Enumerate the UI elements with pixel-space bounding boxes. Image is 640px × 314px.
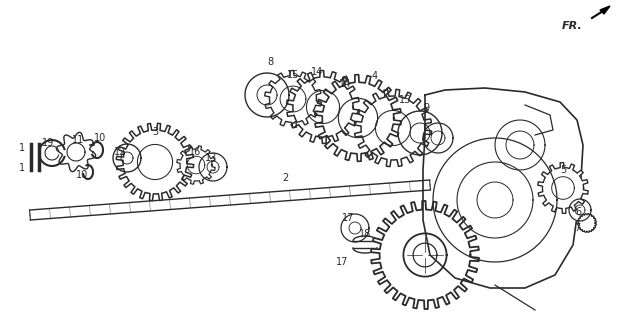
Text: 7: 7 xyxy=(574,223,580,233)
Text: 10: 10 xyxy=(76,170,88,180)
Text: 10: 10 xyxy=(94,133,106,143)
Text: 9: 9 xyxy=(423,103,429,113)
Polygon shape xyxy=(199,153,227,181)
Text: 2: 2 xyxy=(282,173,288,183)
Polygon shape xyxy=(341,214,369,242)
Polygon shape xyxy=(315,75,401,161)
Text: 11: 11 xyxy=(72,135,84,145)
Text: 17: 17 xyxy=(342,213,354,223)
Text: 14: 14 xyxy=(311,67,323,77)
Polygon shape xyxy=(398,111,442,155)
Text: 1: 1 xyxy=(19,163,25,173)
Text: 5: 5 xyxy=(560,165,566,175)
Polygon shape xyxy=(569,199,591,221)
Polygon shape xyxy=(177,146,215,184)
Text: 15: 15 xyxy=(399,95,411,105)
Polygon shape xyxy=(423,123,453,153)
Text: 8: 8 xyxy=(267,57,273,67)
Text: 13: 13 xyxy=(205,153,217,163)
Text: 17: 17 xyxy=(336,257,348,267)
Polygon shape xyxy=(113,144,141,172)
Text: 12: 12 xyxy=(114,147,126,157)
Text: 1: 1 xyxy=(19,143,25,153)
Polygon shape xyxy=(355,89,431,167)
Text: 3: 3 xyxy=(152,127,158,137)
Text: 14: 14 xyxy=(339,79,351,89)
Polygon shape xyxy=(287,71,359,143)
Text: 16: 16 xyxy=(189,147,201,157)
Text: 6: 6 xyxy=(575,207,581,217)
Text: 19: 19 xyxy=(42,138,54,148)
Text: 4: 4 xyxy=(372,71,378,81)
Polygon shape xyxy=(116,123,194,201)
Polygon shape xyxy=(371,201,479,309)
Polygon shape xyxy=(245,73,289,117)
Polygon shape xyxy=(538,163,588,214)
Polygon shape xyxy=(600,6,610,14)
Text: 15: 15 xyxy=(287,70,299,80)
Text: 18: 18 xyxy=(359,229,371,239)
Text: FR.: FR. xyxy=(562,21,583,31)
Polygon shape xyxy=(265,71,321,127)
